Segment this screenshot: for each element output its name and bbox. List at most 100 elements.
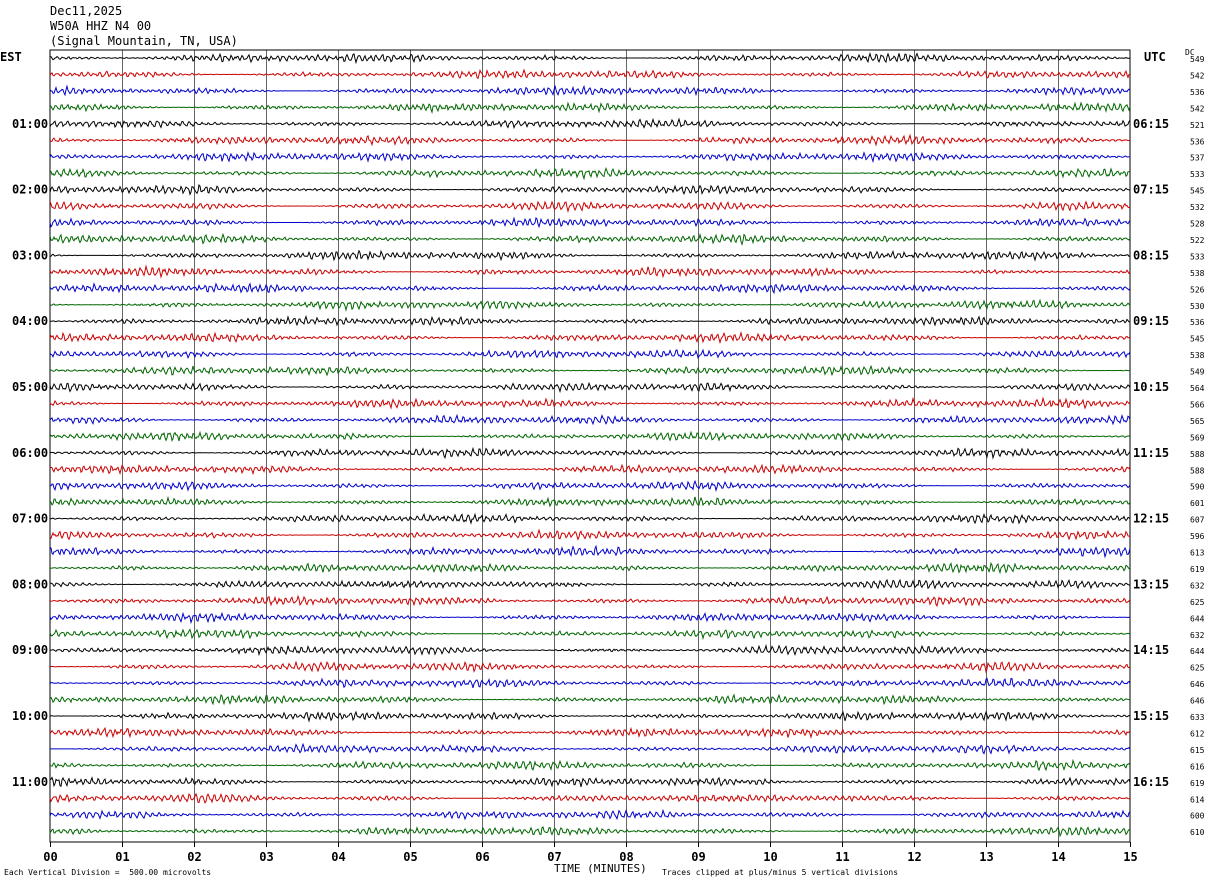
- trace-row: [49, 381, 1131, 394]
- trace-row: [49, 249, 1131, 262]
- x-tick-label: 04: [331, 850, 345, 864]
- x-tick-label: 09: [691, 850, 705, 864]
- est-hour-label: 08:00: [12, 577, 48, 591]
- dc-offset-value: 619: [1190, 565, 1205, 574]
- dc-offset-value: 532: [1190, 203, 1205, 212]
- dc-offset-value: 533: [1190, 170, 1205, 179]
- trace-row: [49, 430, 1131, 442]
- utc-timezone-label: UTC: [1144, 50, 1166, 64]
- trace-row: [49, 677, 1131, 689]
- footer-clip-note: Traces clipped at plus/minus 5 vertical …: [662, 868, 899, 877]
- trace-row: [49, 792, 1131, 804]
- x-tick-label: 15: [1123, 850, 1137, 864]
- dc-offset-value: 536: [1190, 88, 1205, 97]
- trace-row: [49, 544, 1131, 559]
- trace-row: [49, 396, 1131, 410]
- dc-offset-value: 549: [1190, 368, 1205, 377]
- trace-row: [49, 808, 1131, 821]
- x-tick-label: 02: [187, 850, 201, 864]
- dc-offset-value: 565: [1190, 417, 1205, 426]
- plot-frame: [49, 49, 1131, 843]
- dc-offset-value: 646: [1190, 697, 1205, 706]
- x-tick-label: 13: [979, 850, 993, 864]
- est-hour-label: 05:00: [12, 380, 48, 394]
- dc-offset-value: 607: [1190, 516, 1205, 525]
- utc-hour-label: 13:15: [1133, 577, 1169, 591]
- trace-row: [49, 184, 1131, 196]
- trace-row: [49, 200, 1131, 214]
- trace-row: [49, 693, 1131, 706]
- trace-row: [49, 298, 1131, 312]
- x-tick-label: 06: [475, 850, 489, 864]
- dc-offset-value: 545: [1190, 335, 1205, 344]
- dc-offset-value: 538: [1190, 269, 1205, 278]
- footer-scale-note: Each Vertical Division = 500.00 microvol…: [4, 868, 212, 877]
- trace-row: [49, 611, 1131, 625]
- trace-row: [49, 742, 1131, 755]
- est-hour-label: 09:00: [12, 643, 48, 657]
- utc-hour-label: 10:15: [1133, 380, 1169, 394]
- trace-row: [49, 726, 1131, 739]
- dc-offset-value: 610: [1190, 828, 1205, 837]
- dc-offset-value: 616: [1190, 762, 1205, 771]
- header-location: (Signal Mountain, TN, USA): [50, 34, 238, 48]
- est-hour-label: 02:00: [12, 183, 48, 197]
- trace-row: [49, 314, 1131, 327]
- trace-row: [49, 776, 1131, 788]
- dc-offset-value: 564: [1190, 384, 1205, 393]
- utc-hour-label: 16:15: [1133, 775, 1169, 789]
- dc-offset-value: 588: [1190, 466, 1205, 475]
- dc-offset-value: 522: [1190, 236, 1205, 245]
- trace-row: [49, 232, 1131, 246]
- trace-row: [49, 594, 1131, 608]
- trace-row: [49, 330, 1131, 345]
- dc-offset-value: 566: [1190, 400, 1205, 409]
- trace-row: [49, 364, 1131, 377]
- trace-row: [49, 628, 1131, 641]
- trace-row: [49, 463, 1131, 476]
- trace-row: [49, 561, 1131, 575]
- dc-offset-value: 533: [1190, 252, 1205, 261]
- trace-row: [49, 528, 1131, 541]
- dc-offset-value: 530: [1190, 302, 1205, 311]
- dc-offset-value: 625: [1190, 598, 1205, 607]
- dc-offset-value: 569: [1190, 433, 1205, 442]
- x-tick-label: 11: [835, 850, 849, 864]
- x-tick-label: 08: [619, 850, 633, 864]
- trace-row: [49, 495, 1131, 508]
- dc-offset-value: 619: [1190, 779, 1205, 788]
- dc-offset-value: 549: [1190, 55, 1205, 64]
- dc-offset-value: 537: [1190, 154, 1205, 163]
- trace-row: [49, 151, 1131, 164]
- trace-row: [49, 133, 1131, 147]
- dc-offset-value: 614: [1190, 795, 1205, 804]
- dc-offset-value: 612: [1190, 729, 1205, 738]
- utc-hour-label: 09:15: [1133, 314, 1169, 328]
- est-hour-label: 04:00: [12, 314, 48, 328]
- est-hour-label: 01:00: [12, 117, 48, 131]
- trace-row: [49, 264, 1131, 279]
- trace-row: [50, 479, 1131, 493]
- trace-row: [49, 84, 1131, 97]
- x-tick-label: 12: [907, 850, 921, 864]
- dc-offset-value: 590: [1190, 483, 1205, 492]
- trace-row: [49, 101, 1131, 115]
- est-hour-label: 07:00: [12, 512, 48, 526]
- trace-row: [49, 68, 1130, 80]
- dc-offset-value: 521: [1190, 121, 1205, 130]
- est-timezone-label: EST: [0, 50, 22, 64]
- dc-offset-value: 613: [1190, 549, 1205, 558]
- dc-offset-value: 601: [1190, 499, 1205, 508]
- trace-row: [49, 446, 1131, 460]
- x-tick-label: 00: [43, 850, 57, 864]
- x-tick-label: 05: [403, 850, 417, 864]
- dc-offset-label: DC: [1185, 48, 1195, 57]
- x-tick-label: 10: [763, 850, 777, 864]
- dc-offset-value: 615: [1190, 746, 1205, 755]
- dc-offset-value: 545: [1190, 187, 1205, 196]
- utc-hour-label: 12:15: [1133, 512, 1169, 526]
- utc-hour-label: 14:15: [1133, 643, 1169, 657]
- trace-row: [49, 166, 1131, 181]
- x-tick-label: 01: [115, 850, 129, 864]
